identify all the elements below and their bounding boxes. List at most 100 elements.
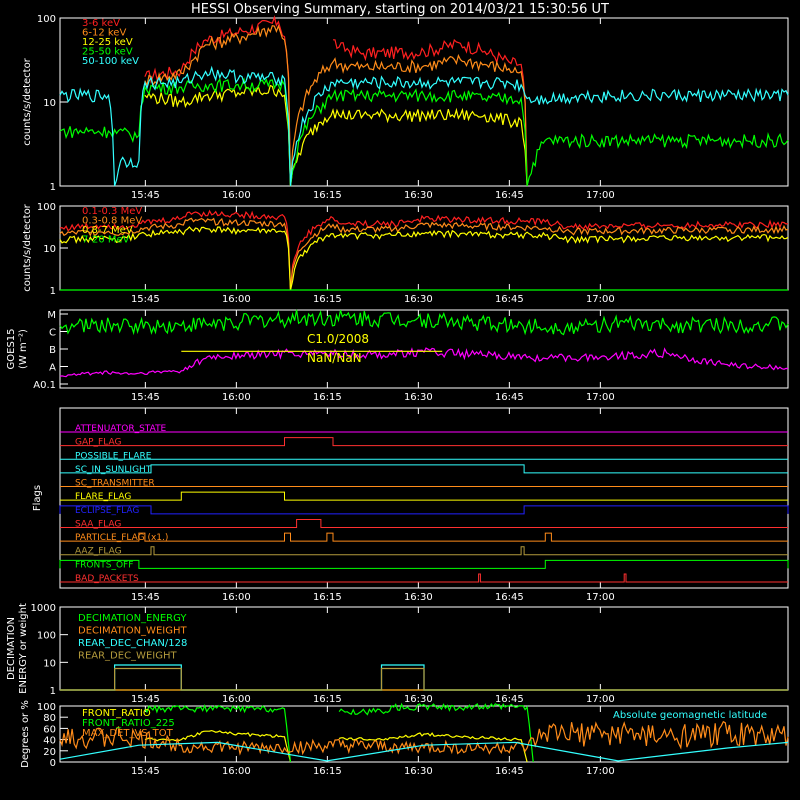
decimation-legend-entry: REAR_DEC_CHAN/128 [78,638,187,649]
geo-annotation: Absolute geomagnetic latitude [613,710,767,721]
geo-ytick-label: 80 [43,713,56,724]
geo-frame [59,705,789,763]
geo-xtick-label: 15:45 [131,766,160,777]
decimation-ylabel2: ENERGY or weight [18,603,29,694]
flag-label: PARTICLE_FLAG (x1.) [75,533,168,543]
flags-ylabel: Flags [32,485,43,511]
flag-label: POSSIBLE_FLARE [75,451,152,461]
goes-ylabel: GOES15 [6,328,17,369]
rates-high-series-line [59,209,789,291]
flag-label: AAZ_FLAG [75,547,122,557]
decimation-xtick-label: 17:00 [586,694,615,705]
flags-xtick-label: 17:00 [586,592,615,603]
flag-label: ECLIPSE_FLAG [75,506,139,516]
goes-ytick-label: A0.1 [33,380,56,391]
rates-low-legend-entry: 6-12 keV [82,28,126,39]
geo-series-line [59,741,789,762]
flag-line [60,437,788,447]
decimation-xtick-label: 16:45 [495,694,524,705]
rates-high-legend-entry: 0.3-0.8 MeV [82,216,142,227]
rates-high-ylabel: counts/s/detector [22,203,33,291]
goes-xtick-label: 16:15 [313,392,342,403]
goes-xtick-label: 15:45 [131,392,160,403]
goes-ytick-label: B [49,345,56,356]
geo-ylabel: Degrees or % [20,700,31,768]
chart-title: HESSI Observing Summary, starting on 201… [191,2,609,17]
goes-xtick-label: 16:45 [495,392,524,403]
rates-high-xtick-label: 16:30 [404,294,433,305]
decimation-xtick-label: 16:00 [222,694,251,705]
rates-high-ytick-label: 10 [43,244,56,255]
rates-low-ytick-label: 1 [50,182,56,193]
decimation-ytick-label: 1 [50,686,56,697]
flag-line [60,518,788,528]
flag-label: FLARE_FLAG [75,492,131,502]
rates-low-legend-entry: 25-50 keV [82,47,133,58]
decimation-xtick-label: 16:30 [404,694,433,705]
rates-high-series-line [59,217,789,291]
flag-label: BAD_PACKETS [75,574,139,584]
geo-legend-entry: FRONT_RATIO [82,708,151,719]
decimation-legend-entry: DECIMATION_ENERGY [78,613,187,624]
rates-high-xtick-label: 16:45 [495,294,524,305]
rates-low-series-line [59,77,789,187]
geo-legend-entry: FRONT_RATIO_225 [82,718,175,729]
goes-xtick-label: 17:00 [586,392,615,403]
flag-line [60,532,788,542]
geo-ytick-label: 100 [37,702,56,713]
geo-series-line [59,720,789,756]
flag-line [60,573,788,583]
goes-ytick-label: C [49,328,56,339]
geo-xtick-label: 16:30 [404,766,433,777]
flag-label: SC_TRANSMITTER [75,479,155,489]
flag-label: GAP_FLAG [75,438,121,448]
goes-annotation: C1.0/2008 [307,332,369,346]
goes-series-line [59,309,789,336]
decimation-legend-entry: REAR_DEC_WEIGHT [78,651,177,662]
flag-line [60,546,788,556]
rates-low-ylabel: counts/s/detector [22,57,33,145]
decimation-ylabel: DECIMATION [6,617,17,680]
rates-low-legend-entry: 50-100 keV [82,56,139,67]
decimation-ytick-label: 10 [43,658,56,669]
flags-xtick-label: 16:45 [495,592,524,603]
geo-xtick-label: 16:15 [313,766,342,777]
rates-high-legend-entry: 0.8-7 MeV [82,225,133,236]
rates-low-xtick-label: 16:00 [222,190,251,201]
flag-line [60,464,788,474]
rates-high-xtick-label: 16:00 [222,294,251,305]
rates-high-legend-entry: 0.1-0.3 MeV [82,206,142,217]
goes-xtick-label: 16:00 [222,392,251,403]
geo-ytick-label: 60 [43,724,56,735]
flag-line [59,505,789,515]
rates-high-series-line [59,226,789,291]
flag-label: SAA_FLAG [75,519,121,529]
geo-xtick-label: 17:00 [586,766,615,777]
rates-low-ytick-label: 100 [37,14,56,25]
flag-label: ATTENUATOR_STATE [75,424,167,434]
rates-low-series-line [144,84,528,187]
decimation-ytick-label: 1000 [31,603,56,614]
rates-high-xtick-label: 17:00 [586,294,615,305]
flags-xtick-label: 16:30 [404,592,433,603]
rates-low-xtick-label: 16:45 [495,190,524,201]
decimation-xtick-label: 16:15 [313,694,342,705]
geo-series-line [144,702,534,763]
decimation-legend-entry: DECIMATION_WEIGHT [78,626,187,637]
geo-xtick-label: 16:45 [495,766,524,777]
rates-low-series-line [59,65,789,187]
goes-annotation: NaN/NaN [307,351,362,365]
rates-low-xtick-label: 17:00 [586,190,615,201]
rates-high-legend-entry: 7-20 MeV [82,235,130,246]
flag-line [59,559,789,569]
goes-ytick-label: A [49,363,56,374]
flag-label: FRONTS_OFF [75,560,133,570]
rates-low-series-line [144,24,528,187]
goes-ytick-label: M [47,310,56,321]
decimation-ytick-label: 100 [37,631,56,642]
rates-low-legend-entry: 12-25 keV [82,37,133,48]
rates-high-ytick-label: 100 [37,202,56,213]
geo-ytick-label: 0 [50,758,56,769]
goes-xtick-label: 16:30 [404,392,433,403]
decimation-series-line [60,667,788,691]
